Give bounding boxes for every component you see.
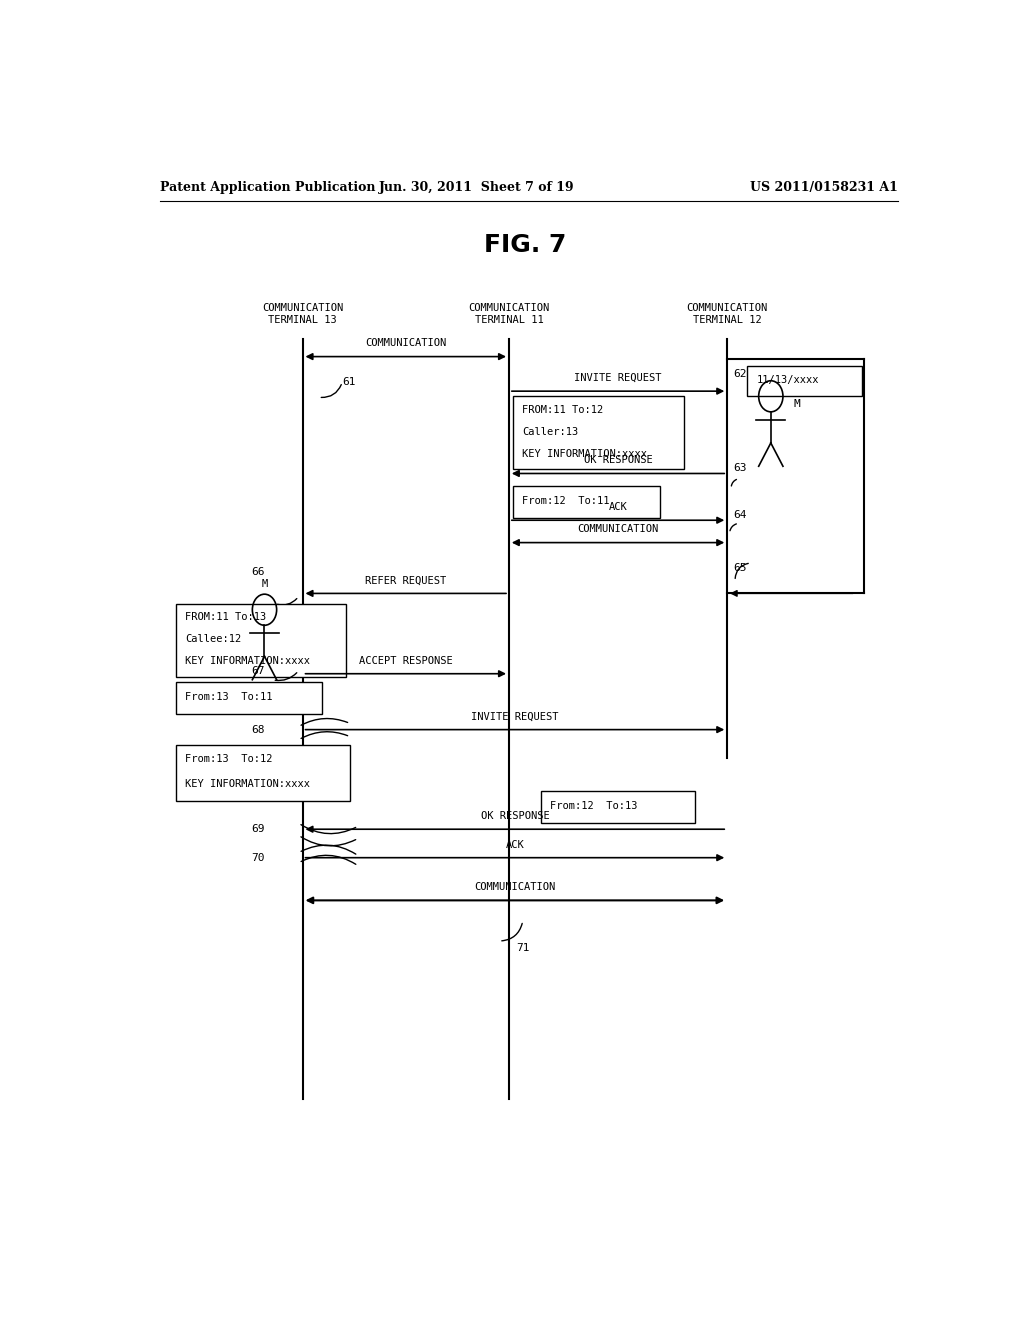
Text: Caller:13: Caller:13 xyxy=(522,426,579,437)
Text: COMMUNICATION
TERMINAL 11: COMMUNICATION TERMINAL 11 xyxy=(468,302,550,325)
Text: 67: 67 xyxy=(251,665,264,676)
Text: KEY INFORMATION:xxxx: KEY INFORMATION:xxxx xyxy=(185,779,310,789)
Text: OK RESPONSE: OK RESPONSE xyxy=(480,810,549,821)
Bar xyxy=(176,744,350,801)
Text: From:12  To:11: From:12 To:11 xyxy=(522,496,610,506)
Bar xyxy=(513,396,684,470)
Text: 71: 71 xyxy=(516,942,529,953)
Text: COMMUNICATION: COMMUNICATION xyxy=(578,524,658,535)
Text: From:13  To:11: From:13 To:11 xyxy=(185,692,272,702)
Text: COMMUNICATION: COMMUNICATION xyxy=(474,882,555,892)
Text: M: M xyxy=(261,579,267,589)
Bar xyxy=(541,791,695,824)
Text: COMMUNICATION: COMMUNICATION xyxy=(366,338,446,348)
Text: FROM:11 To:13: FROM:11 To:13 xyxy=(185,612,266,622)
Text: FROM:11 To:12: FROM:11 To:12 xyxy=(522,404,604,414)
Text: US 2011/0158231 A1: US 2011/0158231 A1 xyxy=(750,181,898,194)
Text: INVITE REQUEST: INVITE REQUEST xyxy=(574,374,662,383)
Text: ACK: ACK xyxy=(506,840,524,850)
Text: 62: 62 xyxy=(733,368,748,379)
Text: 66: 66 xyxy=(251,568,264,577)
Text: 68: 68 xyxy=(251,725,264,735)
Text: ACK: ACK xyxy=(608,502,628,512)
Text: 11/13/xxxx: 11/13/xxxx xyxy=(757,375,819,385)
Text: COMMUNICATION
TERMINAL 12: COMMUNICATION TERMINAL 12 xyxy=(686,302,768,325)
Text: 65: 65 xyxy=(733,564,748,573)
Text: Patent Application Publication: Patent Application Publication xyxy=(160,181,375,194)
Text: From:12  To:13: From:12 To:13 xyxy=(550,801,638,810)
Text: INVITE REQUEST: INVITE REQUEST xyxy=(471,711,559,722)
Text: M: M xyxy=(793,400,800,409)
Text: FIG. 7: FIG. 7 xyxy=(483,232,566,257)
Text: 61: 61 xyxy=(342,378,355,387)
Bar xyxy=(513,486,659,519)
Bar xyxy=(748,366,862,396)
Text: COMMUNICATION
TERMINAL 13: COMMUNICATION TERMINAL 13 xyxy=(262,302,343,325)
Bar xyxy=(176,682,323,714)
Text: REFER REQUEST: REFER REQUEST xyxy=(366,576,446,585)
Text: 70: 70 xyxy=(251,853,264,863)
Text: KEY INFORMATION:xxxx: KEY INFORMATION:xxxx xyxy=(185,656,310,667)
Text: Jun. 30, 2011  Sheet 7 of 19: Jun. 30, 2011 Sheet 7 of 19 xyxy=(379,181,575,194)
Text: From:13  To:12: From:13 To:12 xyxy=(185,755,272,764)
Text: 63: 63 xyxy=(733,463,748,474)
Text: KEY INFORMATION:xxxx: KEY INFORMATION:xxxx xyxy=(522,449,647,459)
Text: OK RESPONSE: OK RESPONSE xyxy=(584,455,652,466)
Bar xyxy=(176,603,346,677)
Text: 64: 64 xyxy=(733,510,748,520)
Text: ACCEPT RESPONSE: ACCEPT RESPONSE xyxy=(358,656,453,665)
Text: 69: 69 xyxy=(251,824,264,834)
Text: Callee:12: Callee:12 xyxy=(185,634,242,644)
